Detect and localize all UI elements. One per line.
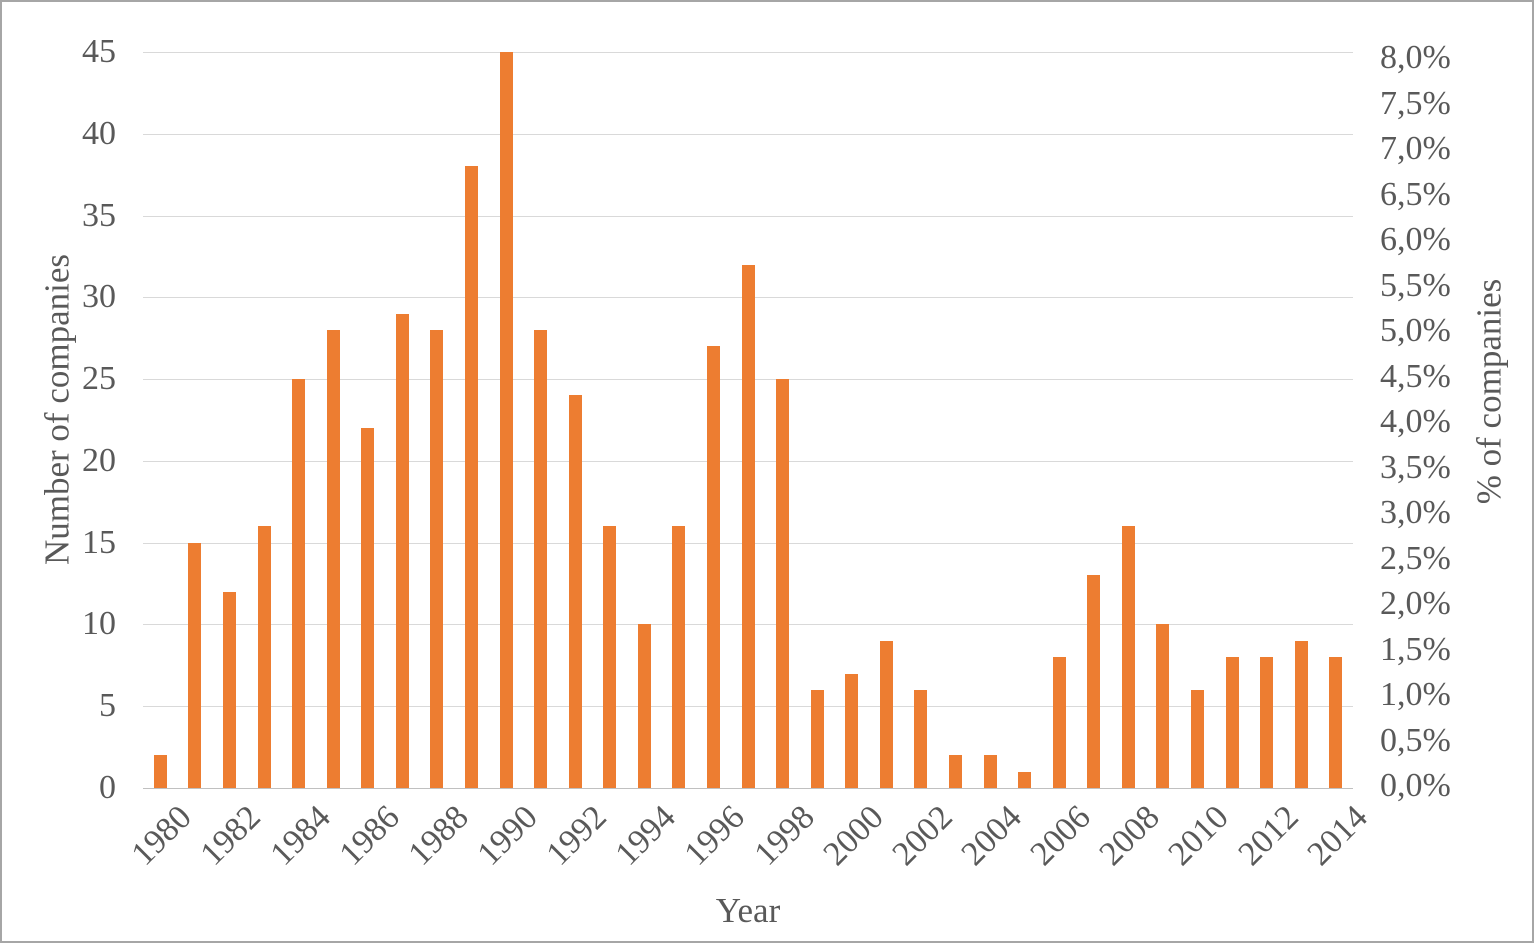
bar-2004: [983, 755, 997, 788]
bar-1996: [706, 346, 720, 788]
x-axis-tick-label: 2006: [1023, 798, 1098, 873]
bar-1993: [603, 526, 617, 788]
x-axis-tick-label: 1982: [193, 798, 269, 873]
y-axis-right-tick-label: 3,5%: [1380, 448, 1451, 486]
bar-1987: [395, 313, 409, 788]
y-axis-right-tick-label: 5,5%: [1380, 266, 1451, 304]
x-axis-tick-label: 2010: [1161, 798, 1237, 873]
y-axis-left-tick-label: 10: [82, 605, 116, 643]
x-axis-tick-label: 1986: [332, 798, 407, 873]
y-axis-right-tick-label: 6,0%: [1380, 221, 1451, 258]
x-axis-tick-label: 2002: [885, 798, 960, 873]
y-axis-right-tick-label: 1,5%: [1380, 630, 1451, 668]
bar-1995: [672, 526, 686, 788]
bar-1994: [637, 624, 651, 788]
y-axis-right-tick-label: 5,0%: [1380, 312, 1451, 349]
bar-2001: [879, 640, 893, 788]
y-axis-left-tick-label: 5: [99, 687, 116, 725]
bar-1984: [292, 379, 306, 788]
bar-2008: [1121, 526, 1135, 788]
bar-1982: [222, 591, 236, 788]
bar-1989: [464, 166, 478, 788]
y-axis-left-tick-label: 0: [99, 769, 116, 806]
y-axis-right-tick-label: 3,0%: [1380, 494, 1451, 531]
bar-2003: [948, 755, 962, 788]
x-axis-tick-label: 2000: [816, 798, 891, 873]
y-axis-right-tick-label: 6,5%: [1380, 175, 1451, 213]
bar-1983: [257, 526, 271, 788]
x-axis-tick-label: 2014: [1300, 798, 1375, 873]
bar-2007: [1087, 575, 1101, 788]
y-axis-right-tick-label: 2,5%: [1380, 539, 1451, 577]
bar-1988: [430, 330, 444, 788]
x-axis-tick-label: 1990: [470, 798, 545, 873]
x-axis-tick-label: 2004: [954, 798, 1029, 873]
x-axis-tick-label: 1980: [124, 798, 200, 873]
bar-2002: [914, 689, 928, 788]
x-axis-line: [143, 788, 1353, 789]
y-axis-left-tick-label: 40: [82, 114, 116, 152]
bar-1998: [776, 379, 790, 788]
gridline: [143, 133, 1353, 135]
x-axis-tick-label: 1992: [539, 798, 614, 873]
x-axis-tick-label: 1984: [263, 798, 338, 873]
bar-2009: [1156, 624, 1170, 788]
y-axis-right-tick-label: 4,5%: [1380, 357, 1451, 395]
y-axis-right-tick-label: 8,0%: [1380, 39, 1451, 76]
x-axis-tick-label: 1994: [608, 798, 684, 873]
y-axis-left-tick-label: 25: [82, 360, 116, 398]
y-axis-right-tick-label: 4,0%: [1380, 403, 1451, 440]
y-axis-right-tick-label: 0,0%: [1380, 767, 1451, 804]
bar-2014: [1329, 657, 1343, 788]
bar-1986: [361, 428, 375, 788]
bar-1997: [741, 264, 755, 788]
y-axis-left-tick-label: 15: [82, 523, 116, 561]
y-axis-left-tick-label: 35: [82, 196, 116, 234]
bar-1985: [326, 330, 340, 788]
x-axis-tick-label: 2012: [1231, 798, 1306, 873]
y-axis-left-tick-label: 30: [82, 278, 116, 316]
y-axis-left-tick-label: 20: [82, 441, 116, 479]
gridline: [143, 52, 1353, 53]
x-axis-tick-label: 1998: [747, 798, 822, 873]
bar-1991: [534, 330, 548, 788]
y-axis-right-tick-label: 2,0%: [1380, 585, 1451, 622]
y-axis-right-tick-label: 1,0%: [1380, 676, 1451, 713]
y-axis-right-tick-label: 0,5%: [1380, 721, 1451, 759]
bar-2011: [1225, 657, 1239, 788]
bar-2010: [1190, 689, 1204, 788]
y-axis-right-title: % of companies: [1469, 278, 1509, 505]
gridline: [143, 215, 1353, 217]
x-axis-tick-label: 2008: [1092, 798, 1168, 873]
bar-1990: [499, 52, 513, 788]
x-axis-tick-label: 1996: [677, 798, 753, 873]
y-axis-right-tick-label: 7,5%: [1380, 84, 1451, 122]
bar-2006: [1052, 657, 1066, 788]
bar-2013: [1294, 640, 1308, 788]
x-axis-title: Year: [715, 891, 781, 930]
bar-1999: [810, 689, 824, 788]
bar-1992: [568, 395, 582, 788]
x-axis-tick-label: 1988: [401, 798, 476, 873]
bar-2005: [1018, 771, 1032, 788]
bar-1980: [153, 755, 167, 788]
bar-1981: [188, 542, 202, 788]
y-axis-left-tick-label: 45: [82, 33, 116, 70]
y-axis-right-tick-label: 7,0%: [1380, 130, 1451, 167]
bar-2000: [845, 673, 859, 788]
bar-2012: [1260, 657, 1274, 788]
